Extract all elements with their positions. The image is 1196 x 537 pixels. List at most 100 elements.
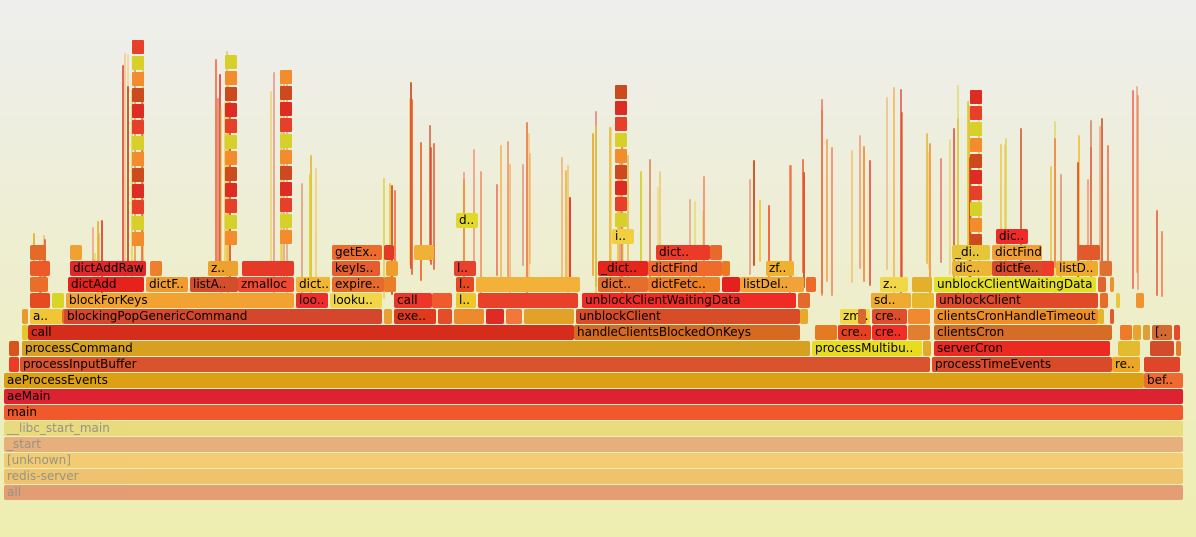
flame-frame[interactable]: unblockClientWaitingData <box>934 277 1096 292</box>
flame-frame[interactable]: listD.. <box>1056 261 1098 276</box>
flame-frame[interactable]: aeProcessEvents <box>4 373 1144 388</box>
flame-frame[interactable]: getEx.. <box>332 245 382 260</box>
flame-frame[interactable]: dict.. <box>296 277 330 292</box>
flame-frame[interactable] <box>386 261 398 276</box>
flame-frame[interactable] <box>384 277 396 292</box>
flame-frame[interactable]: listA.. <box>190 277 238 292</box>
flame-frame[interactable] <box>815 325 837 340</box>
flame-frame[interactable] <box>486 309 504 324</box>
flame-frame[interactable]: clientsCronHandleTimeout <box>934 309 1098 324</box>
flame-frame[interactable]: looku.. <box>330 293 382 308</box>
flame-frame[interactable]: call <box>28 325 574 340</box>
flame-frame[interactable]: processInputBuffer <box>20 357 930 372</box>
flame-frame[interactable] <box>1042 261 1054 276</box>
flame-frame[interactable]: dict.. <box>598 277 648 292</box>
flame-frame[interactable]: main <box>4 405 1183 420</box>
flame-frame[interactable]: _dict.. <box>598 261 648 276</box>
flame-frame[interactable] <box>242 261 294 276</box>
flame-frame[interactable]: _di.. <box>952 245 990 260</box>
flame-frame[interactable] <box>52 293 64 308</box>
flame-frame[interactable]: l.. <box>456 293 476 308</box>
flame-frame[interactable]: dictFetc.. <box>648 277 720 292</box>
flame-frame[interactable]: __libc_start_main <box>4 421 1183 436</box>
flame-frame[interactable] <box>908 309 930 324</box>
flame-frame[interactable]: cre.. <box>838 325 871 340</box>
flame-frame[interactable]: dictFind <box>992 245 1042 260</box>
flame-frame[interactable] <box>1176 341 1181 356</box>
flame-frame[interactable] <box>858 309 866 324</box>
flame-frame[interactable] <box>1150 341 1174 356</box>
flame-frame[interactable] <box>912 277 932 292</box>
flame-frame[interactable] <box>1118 341 1140 356</box>
flame-frame[interactable]: loo.. <box>296 293 328 308</box>
flame-frame[interactable] <box>1120 325 1132 340</box>
flame-frame[interactable]: dictFind <box>648 261 722 276</box>
flame-frame[interactable] <box>1110 277 1114 292</box>
flame-frame[interactable] <box>722 261 730 276</box>
flame-frame[interactable] <box>30 277 48 292</box>
flame-frame[interactable]: dic.. <box>952 261 992 276</box>
flame-frame[interactable] <box>432 293 452 308</box>
flame-frame[interactable] <box>1174 325 1180 340</box>
flame-frame[interactable]: z.. <box>208 261 238 276</box>
flame-frame[interactable] <box>506 309 522 324</box>
flame-frame[interactable]: bef.. <box>1144 373 1183 388</box>
flame-frame[interactable]: d.. <box>456 213 478 228</box>
flame-frame[interactable]: blockForKeys <box>66 293 294 308</box>
flame-frame[interactable]: dictF.. <box>146 277 188 292</box>
flame-frame[interactable]: keyIs.. <box>332 261 380 276</box>
flame-frame[interactable]: handleClientsBlockedOnKeys <box>574 325 800 340</box>
flame-frame[interactable]: _start <box>4 437 1183 452</box>
flame-frame[interactable]: dic.. <box>996 229 1028 244</box>
flame-frame[interactable] <box>1098 309 1104 324</box>
flame-frame[interactable]: zf.. <box>766 261 794 276</box>
flame-frame[interactable] <box>1116 293 1120 308</box>
flame-frame[interactable]: unblockClient <box>576 309 800 324</box>
flame-frame[interactable]: l.. <box>456 277 474 292</box>
flame-frame[interactable]: l.. <box>454 261 476 276</box>
flame-frame[interactable]: unblockClient <box>936 293 1098 308</box>
flame-frame[interactable]: blockingPopGenericCommand <box>64 309 382 324</box>
flame-frame[interactable]: processCommand <box>22 341 810 356</box>
flame-frame[interactable]: clientsCron <box>934 325 1112 340</box>
flame-frame[interactable]: dictFe.. <box>992 261 1054 276</box>
flame-frame[interactable] <box>22 325 28 340</box>
flame-frame[interactable]: redis-server <box>4 469 1183 484</box>
flame-frame[interactable] <box>30 245 46 260</box>
flame-frame[interactable]: aeMain <box>4 389 1183 404</box>
flame-frame[interactable]: processTimeEvents <box>932 357 1112 372</box>
flame-frame[interactable]: dictAdd <box>68 277 144 292</box>
flame-frame[interactable] <box>923 341 931 356</box>
flame-frame[interactable]: cre.. <box>872 325 907 340</box>
flame-frame[interactable]: sd.. <box>871 293 911 308</box>
flame-frame[interactable] <box>414 245 434 260</box>
flame-frame[interactable]: re.. <box>1112 357 1140 372</box>
flame-frame[interactable] <box>384 245 394 260</box>
flame-frame[interactable] <box>710 245 722 260</box>
flame-frame[interactable] <box>1133 325 1141 340</box>
flame-frame[interactable] <box>384 309 392 324</box>
flame-frame[interactable]: unblockClientWaitingData <box>582 293 796 308</box>
flame-frame[interactable] <box>722 277 740 292</box>
flame-frame[interactable]: a.. <box>30 309 62 324</box>
flame-frame[interactable] <box>478 293 578 308</box>
flame-frame[interactable] <box>438 309 452 324</box>
flame-frame[interactable]: exe.. <box>394 309 436 324</box>
flame-frame[interactable] <box>150 261 162 276</box>
flame-frame[interactable] <box>1144 357 1180 372</box>
flame-frame[interactable] <box>1078 245 1100 260</box>
flame-frame[interactable] <box>30 293 50 308</box>
flame-frame[interactable] <box>806 277 816 292</box>
flame-frame[interactable] <box>524 309 574 324</box>
flame-frame[interactable]: expire.. <box>332 277 384 292</box>
flame-frame[interactable] <box>1100 261 1112 276</box>
flame-frame[interactable] <box>798 293 810 308</box>
flame-frame[interactable]: serverCron <box>934 341 1110 356</box>
flame-frame[interactable] <box>1143 325 1150 340</box>
flame-frame[interactable] <box>22 309 28 324</box>
flame-frame[interactable] <box>476 277 580 292</box>
flame-frame[interactable]: listDel.. <box>740 277 804 292</box>
flame-frame[interactable] <box>9 357 19 372</box>
flame-frame[interactable] <box>1098 277 1106 292</box>
flame-frame[interactable]: processMultibu.. <box>812 341 922 356</box>
